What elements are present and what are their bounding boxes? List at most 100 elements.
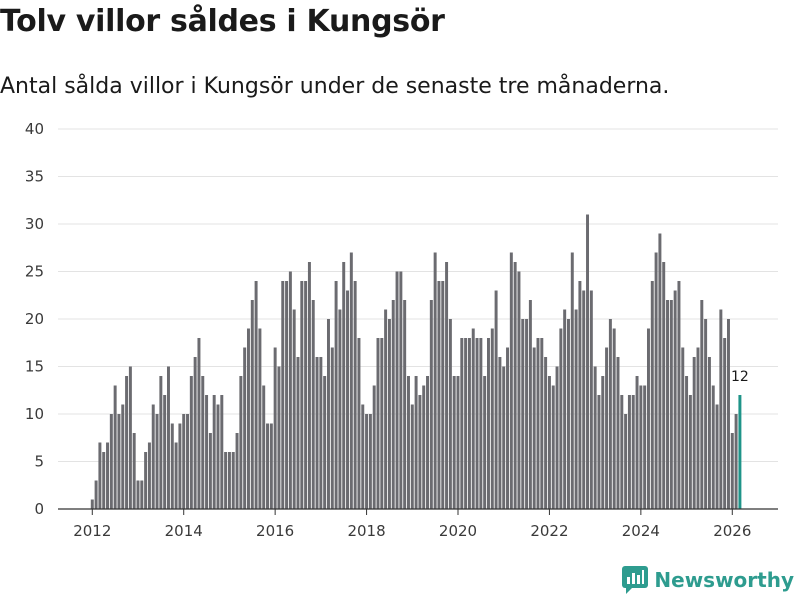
bar xyxy=(475,338,479,509)
bar xyxy=(643,385,647,509)
bar xyxy=(483,376,487,509)
bar xyxy=(666,300,670,509)
bar xyxy=(163,395,167,509)
y-tick-label: 0 xyxy=(34,500,44,518)
bar xyxy=(277,366,281,509)
bar xyxy=(605,347,609,509)
bar xyxy=(707,357,711,509)
bar xyxy=(391,300,395,509)
bar xyxy=(106,442,110,509)
bar xyxy=(273,347,277,509)
bar xyxy=(608,319,612,509)
bar xyxy=(441,281,445,509)
bars xyxy=(90,214,742,509)
bar xyxy=(429,300,433,509)
bar xyxy=(90,499,94,509)
x-tick-label: 2022 xyxy=(530,522,568,540)
x-tick-label: 2014 xyxy=(165,522,203,540)
bar xyxy=(551,385,555,509)
bar xyxy=(285,281,289,509)
bar xyxy=(662,262,666,509)
bar xyxy=(696,347,700,509)
bar xyxy=(212,395,216,509)
bar xyxy=(456,376,460,509)
bar xyxy=(250,300,254,509)
x-tick-label: 2020 xyxy=(439,522,477,540)
bar xyxy=(494,290,498,509)
bar xyxy=(235,433,239,509)
bar xyxy=(669,300,673,509)
bar xyxy=(399,271,403,509)
bar xyxy=(570,252,574,509)
bar xyxy=(559,328,563,509)
bar xyxy=(307,262,311,509)
bar xyxy=(208,433,212,509)
bar xyxy=(704,319,708,509)
newsworthy-logo-text: Newsworthy xyxy=(654,568,794,592)
bar xyxy=(319,357,323,509)
newsworthy-logo: Newsworthy xyxy=(622,566,794,594)
bar xyxy=(170,423,174,509)
bar xyxy=(414,376,418,509)
bar xyxy=(323,376,327,509)
x-tick-label: 2012 xyxy=(73,522,111,540)
bar xyxy=(178,423,182,509)
bar xyxy=(98,442,102,509)
bar xyxy=(589,290,593,509)
bar xyxy=(262,385,266,509)
y-axis-labels: 0 5 10 15 20 25 30 35 40 xyxy=(25,120,44,518)
bar xyxy=(296,357,300,509)
bar xyxy=(688,395,692,509)
bar xyxy=(136,480,140,509)
bar xyxy=(372,385,376,509)
bar xyxy=(338,309,342,509)
bar xyxy=(517,271,521,509)
bar xyxy=(700,300,704,509)
bar xyxy=(578,281,582,509)
bar xyxy=(113,385,117,509)
y-tick-label: 15 xyxy=(25,358,44,376)
bar xyxy=(601,376,605,509)
bar xyxy=(102,452,106,509)
bar xyxy=(121,404,125,509)
bar xyxy=(719,309,723,509)
bar xyxy=(624,414,628,509)
bar xyxy=(216,404,220,509)
y-tick-label: 35 xyxy=(25,168,44,186)
bar xyxy=(357,338,361,509)
bar xyxy=(384,309,388,509)
bar xyxy=(506,347,510,509)
bar xyxy=(685,376,689,509)
bar xyxy=(220,395,224,509)
bar xyxy=(395,271,399,509)
bar xyxy=(692,357,696,509)
y-tick-label: 40 xyxy=(25,120,44,138)
bar xyxy=(349,252,353,509)
bar xyxy=(311,300,315,509)
bar xyxy=(525,319,529,509)
bar xyxy=(627,395,631,509)
bar xyxy=(635,376,639,509)
bar xyxy=(597,395,601,509)
bar xyxy=(147,442,151,509)
bar xyxy=(166,366,170,509)
bar xyxy=(186,414,190,509)
x-tick-label: 2026 xyxy=(713,522,751,540)
bar xyxy=(246,328,250,509)
bar xyxy=(460,338,464,509)
bar xyxy=(224,452,228,509)
y-tick-label: 25 xyxy=(25,263,44,281)
bar xyxy=(521,319,525,509)
bar xyxy=(376,338,380,509)
bar xyxy=(292,309,296,509)
bar xyxy=(132,433,136,509)
bar xyxy=(532,347,536,509)
bar xyxy=(193,357,197,509)
last-value-label: 12 xyxy=(731,369,749,385)
bar xyxy=(266,423,270,509)
y-tick-label: 5 xyxy=(34,453,44,471)
bar xyxy=(159,376,163,509)
x-tick-label: 2018 xyxy=(347,522,385,540)
bar xyxy=(445,262,449,509)
bar xyxy=(730,433,734,509)
